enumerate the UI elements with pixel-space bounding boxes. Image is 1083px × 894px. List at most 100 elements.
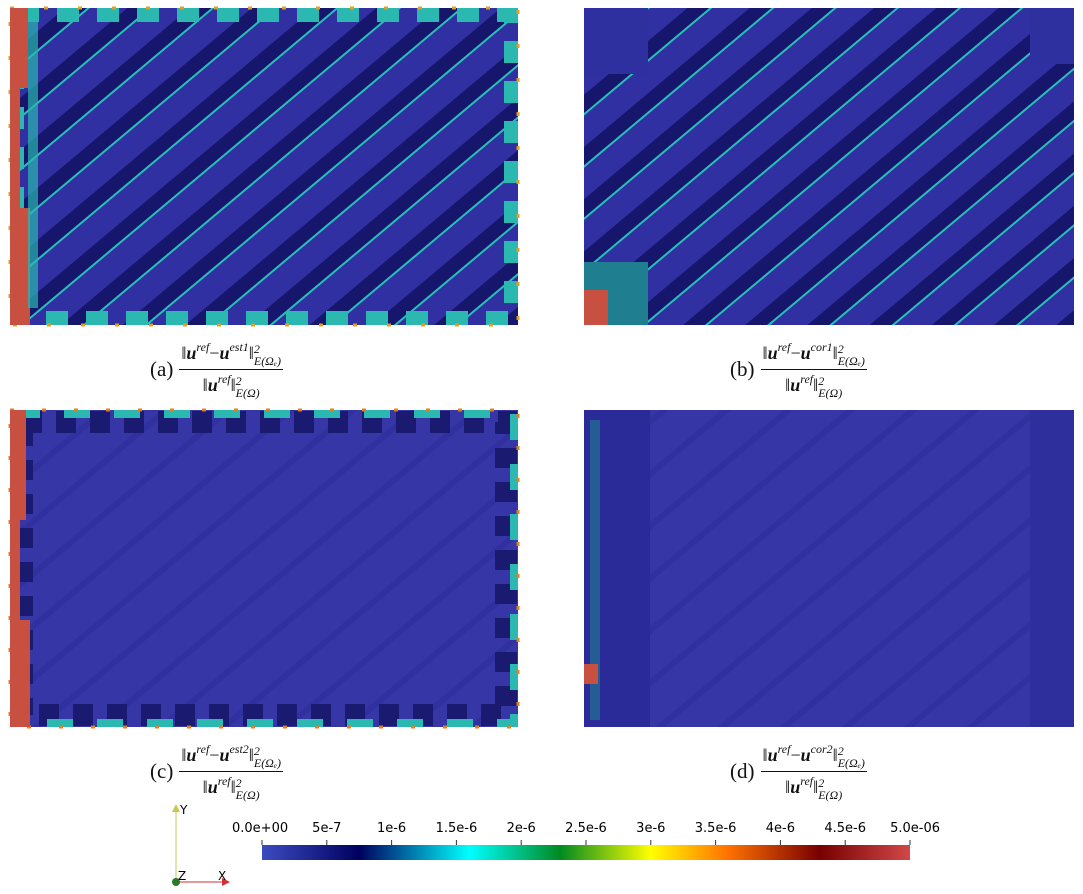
colorbar-tick-label: 2e-6 bbox=[507, 821, 536, 836]
minus: − bbox=[790, 745, 801, 765]
denominator: ‖uref‖ 2 E(Ω) bbox=[203, 772, 260, 801]
norm: ‖ bbox=[813, 374, 819, 395]
caption: (c) ‖uref−uest2‖ 2 E(Ωₑ) ‖uref‖ 2 E(Ω) bbox=[150, 742, 284, 801]
superscript: cor1 bbox=[810, 340, 833, 354]
superscript: ref bbox=[800, 371, 814, 386]
minus: − bbox=[790, 343, 801, 363]
sub-sup: 2 E(Ω) bbox=[236, 777, 260, 801]
sub-sup: 2 E(Ω) bbox=[818, 777, 842, 801]
superscript: ref bbox=[800, 773, 814, 788]
subscript: E(Ω) bbox=[235, 385, 260, 400]
superscript: ref bbox=[777, 340, 791, 354]
symbol: u bbox=[207, 776, 218, 797]
power: 2 bbox=[253, 743, 260, 758]
superscript: ref bbox=[217, 371, 231, 386]
symbol: u bbox=[800, 343, 811, 363]
subscript: E(Ω) bbox=[235, 787, 260, 802]
colorbar-tick-label: 0.0e+00 bbox=[232, 821, 288, 836]
subscript: E(Ωₑ) bbox=[253, 755, 282, 770]
power: 2 bbox=[235, 775, 242, 790]
axis-label: X bbox=[218, 869, 226, 883]
numerator: ‖uref−ucor1‖ 2 E(Ωₑ) bbox=[760, 340, 867, 370]
superscript: est1 bbox=[229, 340, 249, 354]
norm: ‖ bbox=[202, 374, 208, 395]
norm: ‖ bbox=[248, 343, 254, 363]
symbol: u bbox=[186, 745, 197, 765]
numerator: ‖uref−uest1‖ 2 E(Ωₑ) bbox=[179, 340, 284, 370]
superscript: ref bbox=[196, 742, 210, 756]
norm: ‖ bbox=[785, 374, 791, 395]
caption-label: (a) bbox=[150, 356, 174, 381]
norm: ‖ bbox=[202, 776, 208, 797]
axis-label: Z bbox=[178, 869, 186, 883]
subscript: E(Ω) bbox=[818, 385, 843, 400]
superscript: est2 bbox=[229, 742, 249, 756]
denominator: ‖uref‖ 2 E(Ω) bbox=[785, 370, 842, 399]
sub-sup: 2 E(Ω) bbox=[818, 375, 842, 399]
caption-label: (d) bbox=[730, 758, 755, 783]
symbol: u bbox=[767, 343, 778, 363]
superscript: ref bbox=[196, 340, 210, 354]
sub-sup: 2 E(Ωₑ) bbox=[254, 343, 281, 367]
colorbar-tick-label: 1e-6 bbox=[377, 821, 406, 836]
superscript: ref bbox=[217, 773, 231, 788]
colorbar-tick-label: 4.5e-6 bbox=[824, 821, 866, 836]
colorbar bbox=[262, 845, 910, 860]
subscript: E(Ωₑ) bbox=[837, 755, 865, 770]
denominator: ‖uref‖ 2 E(Ω) bbox=[203, 370, 260, 399]
symbol: u bbox=[800, 745, 811, 765]
power: 2 bbox=[253, 341, 260, 356]
colorbar-tick-label: 4e-6 bbox=[766, 821, 795, 836]
symbol: u bbox=[790, 374, 801, 395]
panel-a bbox=[8, 6, 520, 327]
symbol: u bbox=[186, 343, 197, 363]
subscript: E(Ωₑ) bbox=[837, 353, 865, 368]
norm: ‖ bbox=[832, 745, 838, 765]
fraction: ‖uref−uest2‖ 2 E(Ωₑ) ‖uref‖ 2 E(Ω) bbox=[179, 742, 284, 801]
caption: (a) ‖uref−uest1‖ 2 E(Ωₑ) ‖uref‖ 2 E(Ω) bbox=[150, 340, 284, 399]
norm: ‖ bbox=[230, 374, 236, 395]
symbol: u bbox=[207, 374, 218, 395]
numerator: ‖uref−uest2‖ 2 E(Ωₑ) bbox=[179, 742, 284, 772]
sub-sup: 2 E(Ω) bbox=[236, 375, 260, 399]
caption: (d) ‖uref−ucor2‖ 2 E(Ωₑ) ‖uref‖ 2 E(Ω) bbox=[730, 742, 867, 801]
panel-b bbox=[584, 8, 1074, 325]
sub-sup: 2 E(Ωₑ) bbox=[254, 745, 281, 769]
subscript: E(Ω) bbox=[818, 787, 843, 802]
colorbar-tick-label: 5e-7 bbox=[312, 821, 341, 836]
colorbar-tick-label: 3.5e-6 bbox=[695, 821, 737, 836]
minus: − bbox=[209, 745, 220, 765]
fraction: ‖uref−uest1‖ 2 E(Ωₑ) ‖uref‖ 2 E(Ω) bbox=[179, 340, 284, 399]
colorbar-tick-label: 2.5e-6 bbox=[565, 821, 607, 836]
fraction: ‖uref−ucor1‖ 2 E(Ωₑ) ‖uref‖ 2 E(Ω) bbox=[760, 340, 867, 399]
symbol: u bbox=[790, 776, 801, 797]
denominator: ‖uref‖ 2 E(Ω) bbox=[785, 772, 842, 801]
fraction: ‖uref−ucor2‖ 2 E(Ωₑ) ‖uref‖ 2 E(Ω) bbox=[760, 742, 867, 801]
colorbar-tick-label: 1.5e-6 bbox=[436, 821, 478, 836]
norm: ‖ bbox=[230, 776, 236, 797]
norm: ‖ bbox=[181, 745, 187, 765]
power: 2 bbox=[837, 743, 844, 758]
sub-sup: 2 E(Ωₑ) bbox=[838, 343, 865, 367]
power: 2 bbox=[235, 373, 242, 388]
numerator: ‖uref−ucor2‖ 2 E(Ωₑ) bbox=[760, 742, 867, 772]
superscript: cor2 bbox=[810, 742, 833, 756]
norm: ‖ bbox=[813, 776, 819, 797]
norm: ‖ bbox=[762, 343, 768, 363]
subscript: E(Ωₑ) bbox=[253, 353, 282, 368]
power: 2 bbox=[818, 775, 825, 790]
colorbar-tick-label: 5.0e-06 bbox=[890, 821, 940, 836]
panel-c bbox=[8, 408, 520, 729]
panel-d bbox=[584, 410, 1074, 727]
power: 2 bbox=[837, 341, 844, 356]
norm: ‖ bbox=[181, 343, 187, 363]
colorbar-tick-label: 3e-6 bbox=[636, 821, 665, 836]
superscript: ref bbox=[777, 742, 791, 756]
norm: ‖ bbox=[248, 745, 254, 765]
caption: (b) ‖uref−ucor1‖ 2 E(Ωₑ) ‖uref‖ 2 E(Ω) bbox=[730, 340, 867, 399]
norm: ‖ bbox=[762, 745, 768, 765]
symbol: u bbox=[767, 745, 778, 765]
axis-label: Y bbox=[179, 803, 188, 817]
caption-label: (c) bbox=[150, 758, 174, 783]
